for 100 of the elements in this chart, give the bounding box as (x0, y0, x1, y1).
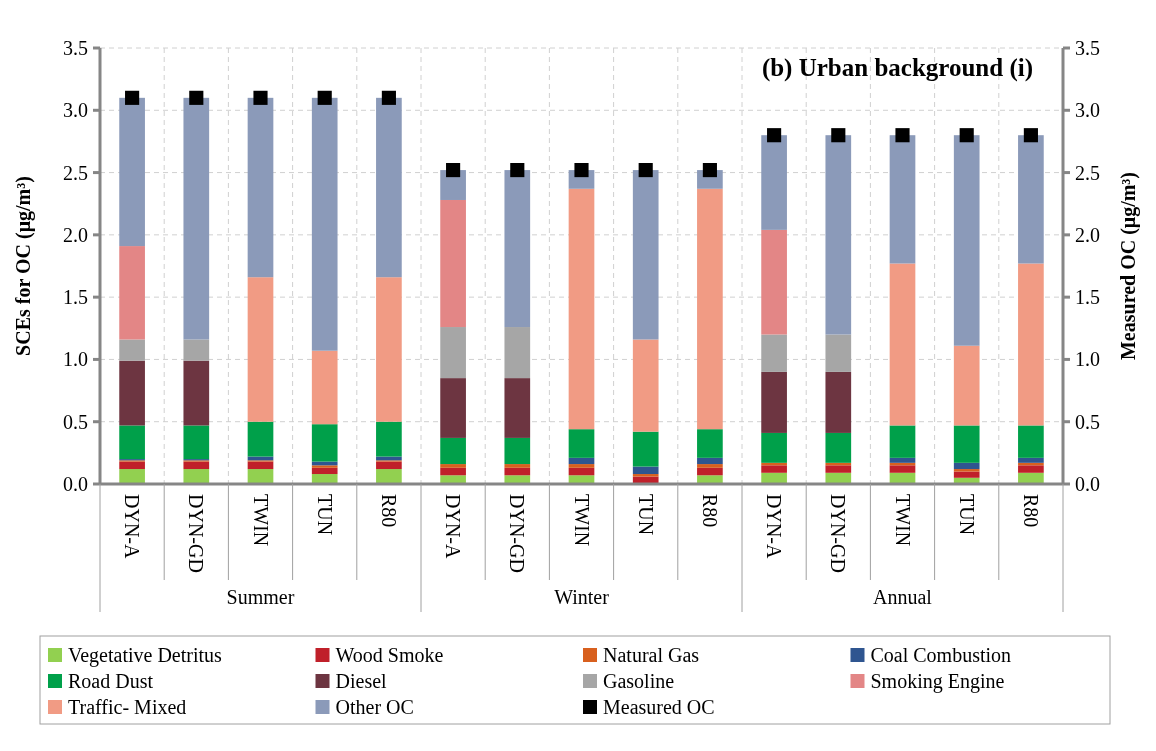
bar (247, 469, 274, 484)
point (895, 128, 910, 143)
bar (697, 464, 723, 468)
y-tick-label: 2.0 (63, 223, 88, 246)
bar (440, 475, 466, 484)
point (317, 90, 332, 105)
legend-label: Smoking Engine (870, 670, 1005, 693)
y2-tick-label: 3.0 (1075, 99, 1100, 122)
point (767, 128, 782, 143)
x-tick-label: DYN-A (763, 494, 786, 559)
x-tick-label: R80 (377, 494, 400, 528)
legend-label: Wood Smoke (335, 644, 444, 666)
bar (119, 97, 145, 247)
bar (440, 467, 466, 476)
y-tick-label: 1.5 (63, 286, 88, 309)
bar (376, 461, 402, 470)
bar (697, 457, 723, 465)
bar (119, 246, 145, 340)
x-tick-label: TWIN (570, 494, 593, 547)
y2-tick-label: 2.0 (1075, 223, 1100, 246)
x-tick-label: TWIN (249, 494, 272, 547)
legend-label: Gasoline (603, 670, 675, 692)
bar (632, 431, 659, 467)
point (638, 163, 653, 178)
point (189, 90, 204, 105)
bar (632, 466, 659, 475)
legend-label: Vegetative Detritus (68, 644, 223, 667)
bar (1018, 135, 1044, 264)
x-tick-label: R80 (1019, 494, 1042, 528)
text: Summer (226, 586, 295, 608)
y-tick-label: 0.5 (63, 410, 88, 433)
bar (311, 474, 338, 484)
y2-tick-label: 1.5 (1075, 286, 1100, 309)
bar (568, 429, 595, 458)
bar (761, 465, 787, 473)
y-tick-label: 1.0 (63, 348, 88, 371)
legend-label: Measured OC (603, 696, 715, 718)
legend-label: Road Dust (68, 670, 154, 692)
bar (311, 467, 338, 475)
bar (697, 467, 723, 476)
x-tick-label: TUN (955, 494, 978, 536)
x-tick-label: DYN-GD (506, 494, 529, 573)
point (125, 90, 140, 105)
bar (825, 334, 852, 372)
bar (761, 371, 787, 433)
y2-tick-label: 1.0 (1075, 348, 1100, 371)
bar (568, 467, 595, 476)
bar (183, 97, 210, 340)
bar (504, 464, 531, 468)
y2-tick-label: 3.5 (1075, 37, 1100, 59)
bar (889, 465, 916, 473)
bar (311, 97, 338, 351)
bar (697, 429, 723, 458)
bar (632, 339, 659, 432)
bar (183, 339, 210, 361)
bar (183, 360, 210, 426)
bar (889, 263, 916, 426)
y2-tick-label: 2.5 (1075, 161, 1100, 184)
bar (1018, 457, 1044, 463)
legend-label: Traffic- Mixed (68, 696, 187, 718)
x-tick-label: TUN (634, 494, 657, 536)
bar (504, 378, 531, 438)
bar (183, 461, 210, 470)
bar (504, 475, 531, 484)
point (959, 128, 974, 143)
bar (440, 437, 466, 465)
x-tick-label: R80 (698, 494, 721, 528)
bar (953, 471, 980, 478)
point (510, 163, 525, 178)
x-tick-label: DYN-GD (185, 494, 208, 573)
bar (504, 467, 531, 476)
y-axis-title: SCEs for OC (μg/m³) (12, 176, 35, 356)
point (253, 90, 268, 105)
point (831, 128, 846, 143)
x-tick-label: DYN-A (121, 494, 144, 559)
bar (761, 334, 787, 372)
bar (119, 469, 145, 484)
bar (697, 188, 723, 430)
bar (504, 437, 531, 465)
bar (376, 421, 402, 457)
text: Annual (873, 586, 933, 608)
bar (311, 424, 338, 462)
bar (376, 277, 402, 422)
bar (1018, 425, 1044, 458)
bar (825, 432, 852, 463)
bar (504, 170, 531, 328)
bar (568, 188, 595, 430)
y2-tick-label: 0.5 (1075, 410, 1100, 433)
point (702, 163, 717, 178)
bar (761, 472, 787, 484)
bar (953, 462, 980, 470)
bar (440, 199, 466, 328)
chart-title: (b) Urban background (i) (761, 53, 1033, 82)
bar (761, 432, 787, 463)
bar (440, 464, 466, 468)
point (446, 163, 461, 178)
bar (825, 472, 852, 484)
y-tick-label: 2.5 (63, 161, 88, 184)
bar (761, 135, 787, 230)
bar (889, 457, 916, 463)
